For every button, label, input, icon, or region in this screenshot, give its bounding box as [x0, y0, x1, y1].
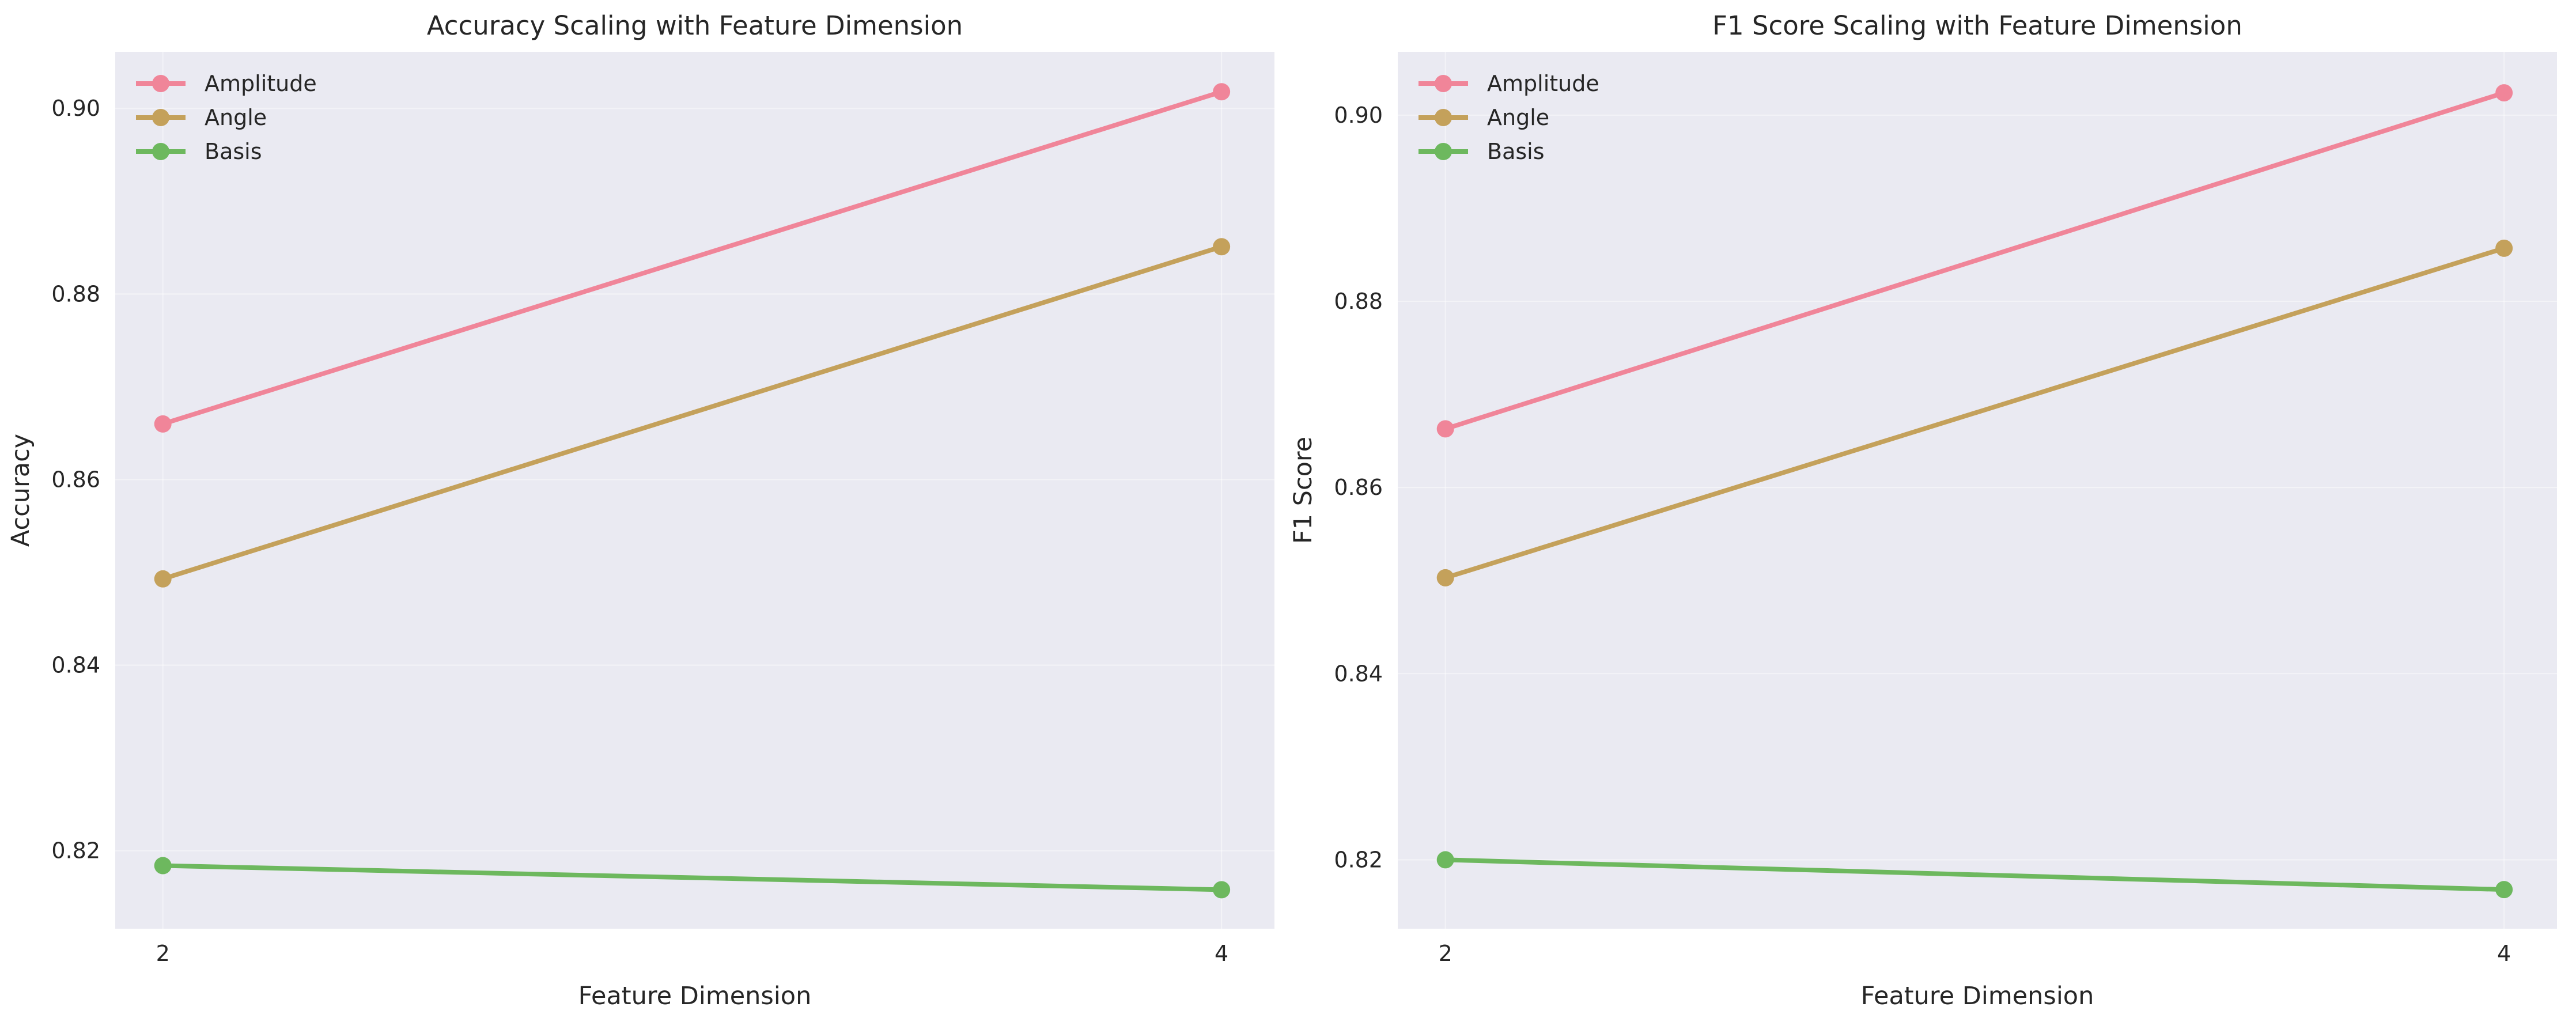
data-point	[154, 570, 172, 588]
legend-marker	[152, 75, 169, 92]
chart-title: F1 Score Scaling with Feature Dimension	[1712, 10, 2242, 41]
y-tick-label: 0.84	[51, 653, 100, 678]
data-point	[154, 857, 172, 875]
series-line	[160, 89, 1224, 426]
y-tick-label: 0.84	[1334, 661, 1383, 686]
series-line	[1443, 857, 2507, 892]
series-amplitude	[154, 83, 1231, 433]
data-point	[2495, 881, 2513, 899]
data-point	[2495, 239, 2513, 257]
legend-label: Angle	[205, 105, 267, 130]
x-axis-label: Feature Dimension	[1861, 982, 2094, 1011]
data-point	[1213, 83, 1231, 101]
legend-item: Amplitude	[1418, 71, 1599, 96]
data-point	[1436, 851, 1454, 869]
chart-title: Accuracy Scaling with Feature Dimension	[427, 10, 963, 41]
legend: Amplitude Angle Basis	[1418, 71, 1599, 164]
x-tick-label: 2	[156, 941, 170, 966]
series-line	[160, 244, 1224, 581]
series-line	[160, 863, 1224, 892]
legend-label: Basis	[205, 139, 262, 164]
legend-label: Angle	[1487, 105, 1549, 130]
legend-marker	[1435, 143, 1452, 160]
x-tick-label: 4	[1215, 941, 1228, 966]
data-point	[1436, 420, 1454, 438]
y-axis-label: Accuracy	[6, 434, 35, 547]
y-tick-label: 0.86	[51, 467, 100, 492]
plot-area	[115, 52, 1274, 929]
legend-marker	[152, 109, 169, 126]
legend-item: Basis	[1418, 139, 1545, 164]
legend-label: Amplitude	[1487, 71, 1599, 96]
y-tick-label: 0.90	[1334, 103, 1383, 128]
chart-1: 0.82 0.84 0.86 0.88 0.90 2 4 Accuracy Scaling w…	[6, 10, 1274, 1011]
series-basis	[1436, 851, 2513, 899]
y-tick-label: 0.86	[1334, 475, 1383, 500]
data-point	[1436, 569, 1454, 586]
y-tick-label: 0.88	[1334, 289, 1383, 314]
data-point	[154, 415, 172, 433]
legend-item: Angle	[1418, 105, 1549, 130]
series-line	[1443, 90, 2507, 432]
data-point	[1213, 238, 1231, 256]
plot-area	[1398, 52, 2557, 929]
data-point	[1213, 881, 1231, 899]
legend-marker	[152, 143, 169, 160]
data-point	[2495, 84, 2513, 102]
x-tick-label: 2	[1439, 941, 1452, 966]
series-basis	[154, 857, 1231, 899]
series-angle	[1436, 239, 2513, 586]
legend-item: Basis	[136, 139, 262, 164]
legend-label: Amplitude	[205, 71, 317, 96]
series-amplitude	[1436, 84, 2513, 438]
series-angle	[154, 238, 1231, 588]
legend-marker	[1435, 109, 1452, 126]
legend: Amplitude Angle Basis	[136, 71, 317, 164]
x-tick-label: 4	[2497, 941, 2511, 966]
y-tick-label: 0.88	[51, 281, 100, 306]
y-tick-label: 0.82	[1334, 847, 1383, 872]
legend-marker	[1435, 75, 1452, 92]
y-tick-label: 0.90	[51, 96, 100, 121]
chart-2: 0.82 0.84 0.86 0.88 0.90 2 4 F1 Score Scaling w…	[1289, 10, 2557, 1011]
x-axis-label: Feature Dimension	[578, 982, 812, 1011]
series-line	[1443, 245, 2507, 580]
y-tick-label: 0.82	[51, 838, 100, 864]
y-axis-label: F1 Score	[1289, 437, 1318, 544]
legend-item: Amplitude	[136, 71, 317, 96]
legend-label: Basis	[1487, 139, 1545, 164]
legend-item: Angle	[136, 105, 267, 130]
